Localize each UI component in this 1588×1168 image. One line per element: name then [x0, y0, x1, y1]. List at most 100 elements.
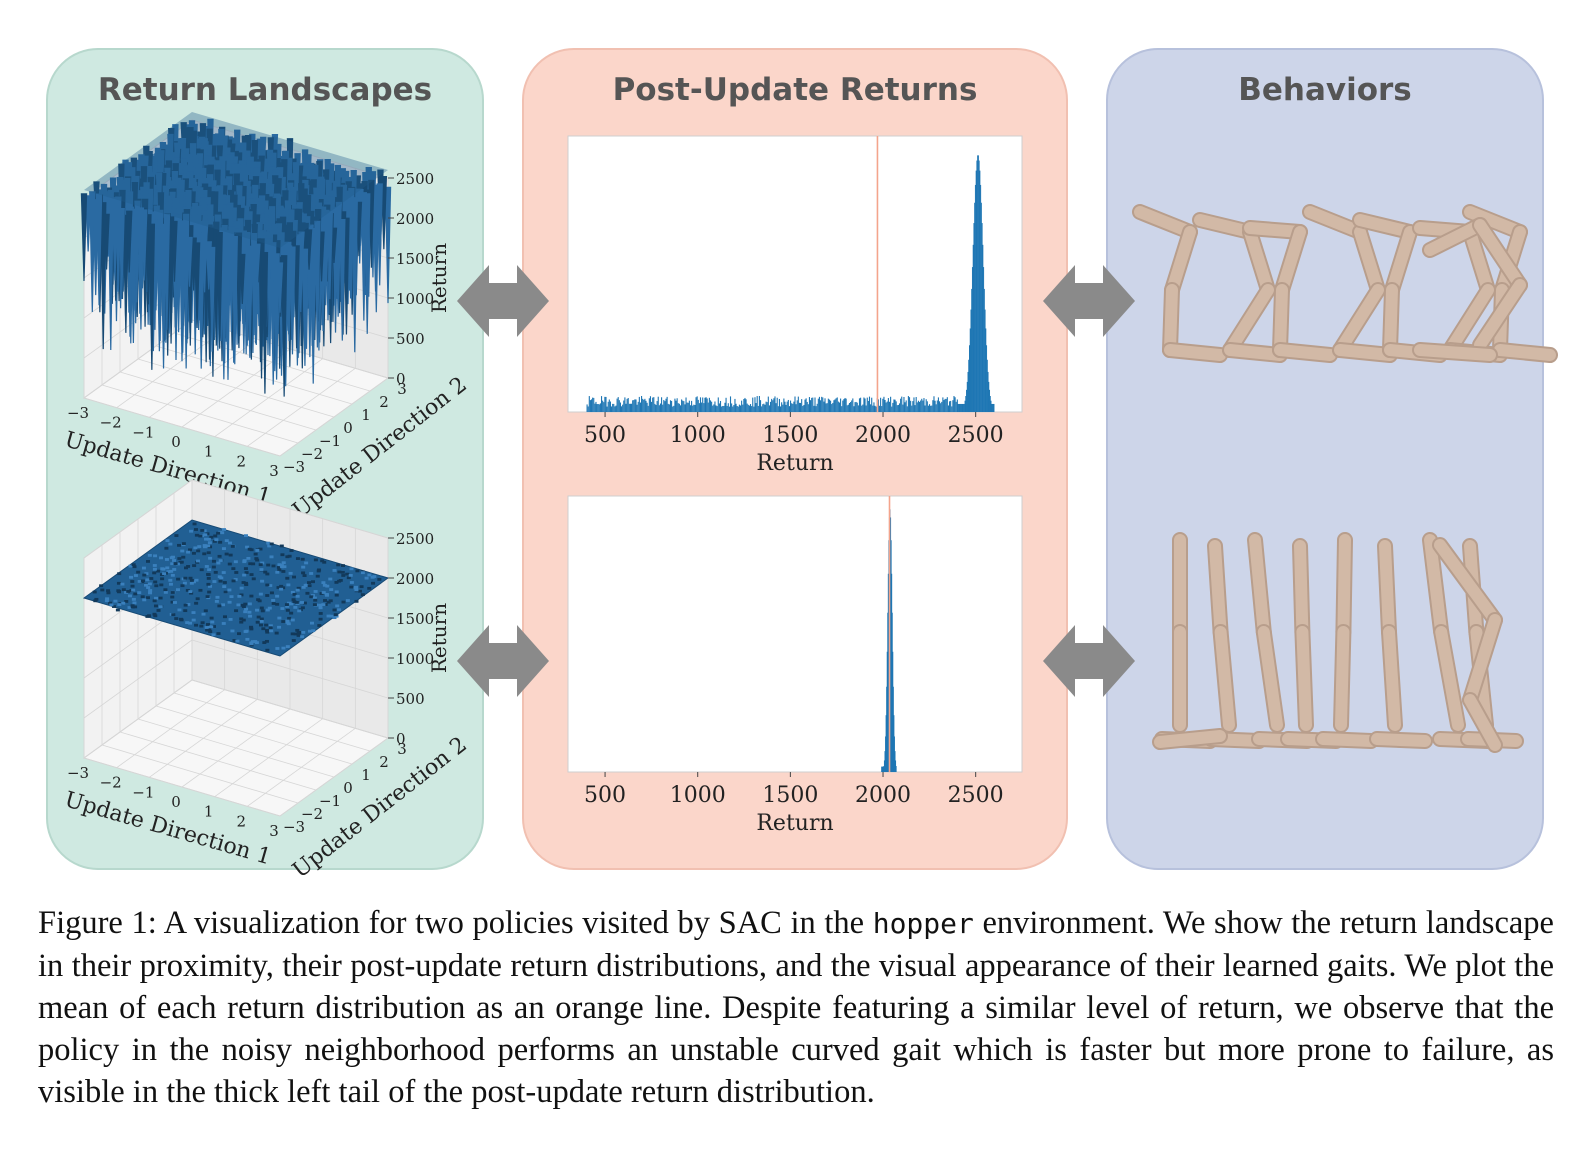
histogram-bar	[620, 406, 623, 412]
histogram-bar	[768, 405, 770, 412]
histogram-bar	[647, 405, 649, 412]
histogram-bar	[985, 328, 987, 412]
histogram-bar	[636, 404, 638, 412]
histogram-bar	[940, 403, 942, 412]
histogram-bar	[904, 402, 906, 412]
caption-label: Figure 1:	[38, 905, 157, 941]
histogram-bar	[610, 406, 613, 412]
histogram-bar	[897, 404, 899, 412]
histogram-bar	[875, 406, 877, 412]
histogram-bar	[755, 403, 757, 412]
histogram-bar	[945, 398, 947, 412]
histogram-bar	[762, 404, 764, 412]
histogram-bar	[713, 404, 715, 412]
histogram-bar	[632, 400, 634, 412]
histogram-bar	[952, 400, 954, 412]
histogram-bar	[881, 766, 883, 772]
histogram-bar	[674, 398, 676, 412]
histogram-bars	[586, 155, 995, 412]
histogram-bar	[639, 402, 642, 412]
histogram-bar	[643, 399, 645, 412]
figure-graphics: 05001000150020002500Return−3−2−10123Upda…	[62, 112, 1558, 883]
histogram-bar	[898, 403, 901, 412]
histogram-bar	[728, 406, 730, 412]
histogram-bar	[972, 244, 974, 412]
histogram-frame	[567, 495, 1023, 773]
histogram-bar	[832, 402, 834, 412]
x-tick-label: 0	[171, 433, 181, 451]
histogram-bar	[847, 404, 849, 412]
histogram-bar	[993, 403, 995, 412]
histogram-bar	[797, 396, 799, 412]
histogram-bar	[615, 405, 617, 412]
histogram-bar	[886, 651, 888, 772]
histogram-bar	[663, 400, 665, 412]
histogram-bar	[983, 267, 985, 412]
double-arrow-icon	[457, 625, 549, 697]
panel-title-return-landscapes: Return Landscapes	[97, 72, 433, 108]
histogram-bar	[729, 396, 732, 412]
y-tick-label: −2	[301, 805, 323, 823]
histogram-bar	[778, 398, 780, 412]
histogram-bar	[804, 399, 806, 412]
histogram-bar	[785, 404, 787, 412]
histogram-bar	[970, 309, 972, 412]
histogram-bar	[878, 405, 881, 412]
histogram-bar	[812, 397, 814, 412]
histogram-bar	[595, 401, 597, 412]
histogram-bar	[927, 405, 929, 412]
histogram-bar	[980, 202, 982, 412]
histogram-bar	[764, 404, 766, 412]
histogram-bar	[712, 405, 714, 412]
histogram-bar	[677, 403, 679, 412]
histogram-bar	[962, 403, 964, 412]
histogram-bar	[851, 400, 853, 412]
histogram-bar	[948, 401, 951, 412]
histogram-bar	[865, 405, 867, 412]
histogram-bar	[873, 402, 875, 412]
histogram-bar	[683, 401, 685, 412]
y-tick-label: −3	[283, 818, 305, 836]
histogram-bar	[946, 397, 948, 412]
y-tick-label: 3	[397, 740, 407, 758]
histogram-bar	[666, 396, 668, 412]
histogram-bar	[862, 404, 864, 412]
histogram-bar	[726, 405, 728, 412]
histogram-bar	[673, 405, 675, 412]
z-tick-label: 1500	[396, 250, 434, 268]
histogram-bar	[779, 406, 782, 412]
histogram-bar	[734, 398, 736, 412]
histogram-bar	[645, 400, 647, 412]
histogram-bar	[701, 402, 703, 412]
histogram-bar	[818, 396, 821, 412]
histogram-bar	[882, 766, 884, 772]
histogram-bar	[887, 573, 889, 772]
histogram-bar	[642, 398, 644, 412]
histogram-bar	[715, 405, 717, 412]
histogram-bar	[724, 402, 726, 412]
histogram-bar	[953, 396, 955, 412]
histogram-bar	[966, 381, 968, 412]
histogram-bar	[925, 399, 927, 412]
z-tick-label: 2000	[396, 570, 434, 588]
histogram-bar	[781, 402, 783, 412]
histogram-bar	[602, 400, 604, 412]
histogram-bar	[769, 401, 772, 412]
histogram-bar	[794, 396, 796, 412]
histogram-bar	[828, 399, 831, 412]
histogram-bar	[606, 406, 608, 412]
histogram-bar	[870, 404, 872, 412]
histogram-bar	[941, 401, 943, 412]
histogram-bar	[895, 766, 897, 772]
histogram-bar	[796, 400, 798, 412]
histogram-bar	[597, 404, 599, 412]
histogram-bar	[678, 403, 680, 412]
histogram-bar	[843, 399, 845, 412]
histogram-bar	[933, 396, 935, 412]
histogram-bar	[984, 309, 986, 412]
y-tick-label: −1	[319, 432, 341, 450]
histogram-bar	[793, 401, 795, 412]
x-tick-label: 3	[269, 462, 279, 480]
histogram-bar	[646, 402, 648, 412]
histogram-bar	[594, 403, 596, 412]
